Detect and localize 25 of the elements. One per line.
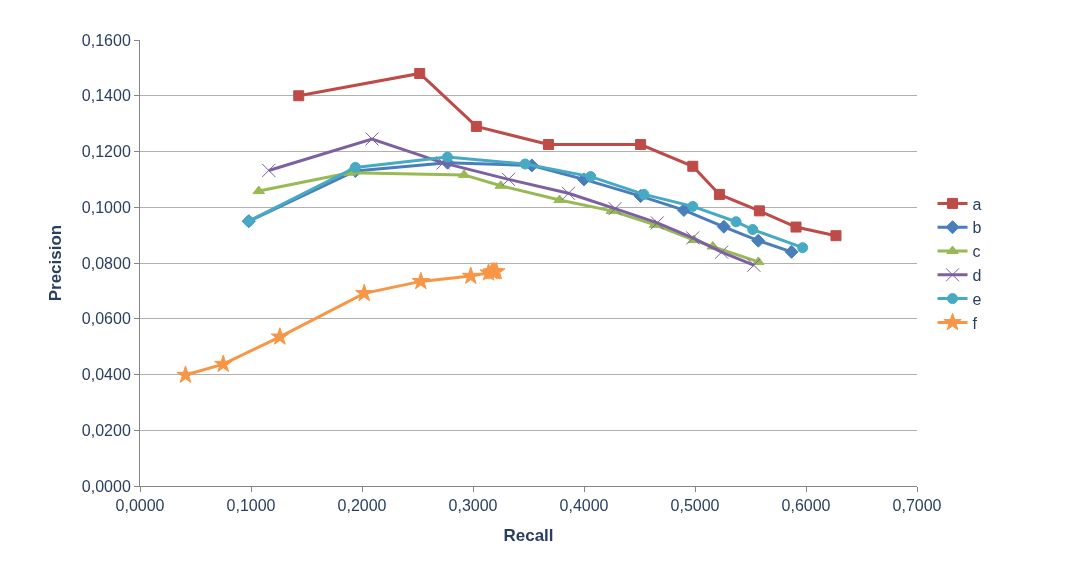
x-tick-label: 0,4000 — [559, 497, 609, 515]
y-tick-label: 0,1000 — [81, 198, 131, 216]
legend-label: e — [972, 290, 982, 308]
x-tick-label: 0,2000 — [337, 497, 387, 515]
x-tick-label: 0,0000 — [115, 497, 165, 515]
x-tick-label: 0,5000 — [670, 497, 720, 515]
x-tick-label: 0,3000 — [448, 497, 498, 515]
x-tick-label: 0,6000 — [781, 497, 831, 515]
y-axis-title: Precision — [46, 224, 66, 302]
legend-label: d — [972, 267, 982, 285]
y-tick-label: 0,1200 — [81, 143, 131, 161]
y-tick-label: 0,0600 — [81, 310, 131, 328]
legend-label: a — [972, 195, 982, 213]
y-tick-label: 0,0400 — [81, 366, 131, 384]
y-tick-label: 0,0800 — [81, 254, 131, 272]
legend-label: b — [972, 219, 982, 237]
x-tick-label: 0,7000 — [892, 497, 942, 515]
legend-label: f — [972, 314, 978, 332]
legend-label: c — [972, 243, 981, 261]
x-axis-title: Recall — [503, 525, 554, 545]
y-tick-label: 0,0200 — [81, 421, 131, 439]
y-tick-label: 0,1600 — [81, 31, 131, 49]
y-tick-label: 0,1400 — [81, 87, 131, 105]
y-tick-label: 0,0000 — [81, 477, 131, 495]
x-tick-label: 0,1000 — [226, 497, 276, 515]
